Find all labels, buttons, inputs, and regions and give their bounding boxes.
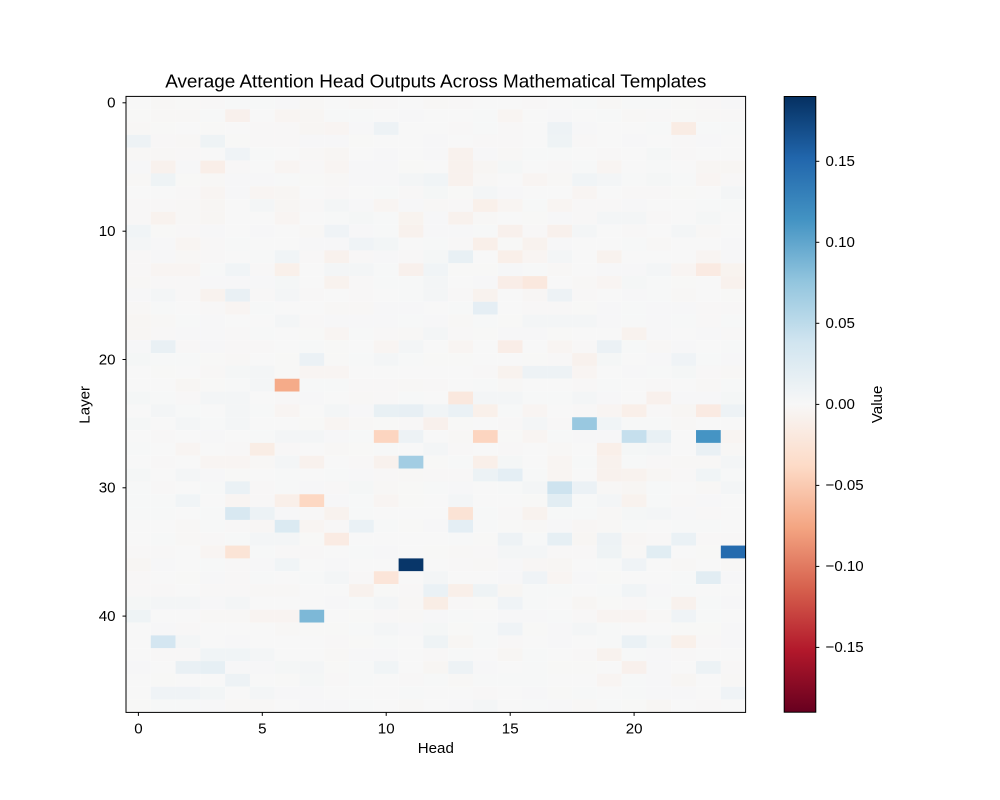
svg-text:0.00: 0.00	[826, 396, 855, 413]
svg-text:20: 20	[99, 351, 116, 368]
svg-text:0: 0	[107, 95, 115, 112]
svg-text:30: 30	[99, 480, 116, 497]
svg-text:−0.15: −0.15	[826, 639, 864, 656]
svg-text:Average Attention Head Outputs: Average Attention Head Outputs Across Ma…	[165, 72, 706, 93]
svg-text:10: 10	[378, 720, 395, 737]
svg-text:−0.05: −0.05	[826, 477, 864, 494]
svg-text:20: 20	[626, 720, 643, 737]
svg-text:0.05: 0.05	[826, 315, 855, 332]
svg-text:Head: Head	[418, 740, 454, 757]
svg-text:0: 0	[134, 720, 142, 737]
svg-text:0.10: 0.10	[826, 234, 855, 251]
svg-text:−0.10: −0.10	[826, 558, 864, 575]
svg-text:10: 10	[99, 223, 116, 240]
svg-text:5: 5	[258, 720, 266, 737]
svg-text:40: 40	[99, 608, 116, 625]
svg-text:Value: Value	[869, 386, 886, 423]
svg-text:0.15: 0.15	[826, 153, 855, 170]
svg-text:15: 15	[502, 720, 519, 737]
svg-text:Layer: Layer	[77, 386, 94, 424]
